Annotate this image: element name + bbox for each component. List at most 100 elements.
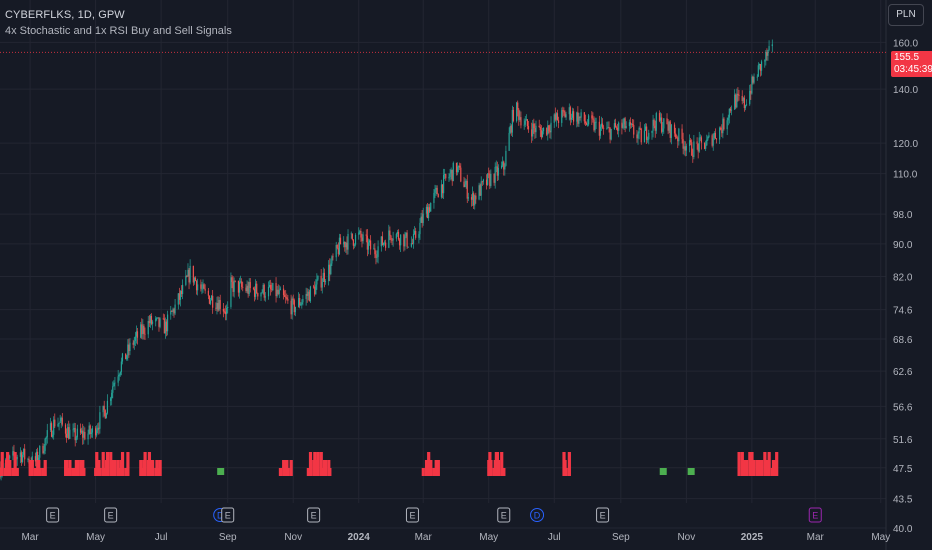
candle-body [625, 126, 627, 129]
sell-signal-marker [767, 460, 771, 468]
candle-body [252, 288, 255, 289]
sell-signal-marker [316, 468, 320, 476]
candle-body [57, 423, 59, 427]
candle-body [516, 102, 518, 121]
earnings-marker[interactable]: E [46, 507, 60, 523]
sell-signal-marker [750, 452, 754, 460]
candle-body [520, 117, 522, 126]
candle-body [237, 280, 240, 293]
candle-body [75, 437, 77, 441]
candle-body [369, 240, 372, 250]
candle-body [151, 321, 154, 324]
candle-body [712, 138, 714, 146]
earnings-marker[interactable]: E [307, 507, 321, 523]
candle-body [155, 318, 157, 322]
candle-body [639, 127, 641, 129]
candle-body [241, 281, 243, 287]
candle-body [564, 112, 566, 118]
candle-body [39, 445, 41, 458]
price-axis-label: 51.6 [893, 435, 913, 446]
candle-body [207, 290, 209, 296]
time-axis-label: May [86, 532, 105, 543]
candle-body [511, 109, 513, 133]
candle-body [257, 292, 259, 297]
candle-body [94, 428, 97, 436]
candle-body [485, 179, 488, 185]
candle-body [547, 125, 549, 135]
sell-signal-marker [68, 468, 72, 476]
candle-body [535, 125, 537, 133]
candle-body [615, 127, 618, 129]
candle-body [112, 386, 114, 393]
event-marker-label: E [600, 511, 606, 521]
candle-body [396, 231, 399, 234]
candle-body [632, 123, 634, 126]
earnings-marker[interactable]: E [808, 507, 822, 523]
candle-body [261, 292, 263, 294]
sell-signal-marker [43, 468, 47, 476]
candle-body [443, 175, 445, 194]
candle-body [648, 132, 650, 140]
sell-signal-marker [75, 460, 80, 468]
dividend-marker[interactable]: D [530, 508, 545, 522]
candle-body [329, 264, 331, 275]
sell-signal-marker [767, 468, 771, 476]
candle-body [216, 303, 218, 309]
sell-signal-marker [489, 468, 493, 476]
sell-signal-marker [109, 452, 113, 460]
candle-body [425, 206, 428, 214]
candle-body [557, 120, 560, 123]
candle-body [69, 429, 71, 439]
candle-body [54, 419, 56, 427]
earnings-marker[interactable]: E [596, 507, 610, 523]
candle-body [422, 213, 424, 223]
candle-body [766, 52, 768, 56]
candle-body [309, 286, 312, 302]
earnings-marker[interactable]: E [497, 507, 511, 523]
candle-body [132, 342, 134, 345]
candle-body [178, 293, 180, 300]
currency-button[interactable]: PLN [888, 4, 924, 26]
earnings-marker[interactable]: E [104, 507, 118, 523]
candle-body [322, 272, 324, 282]
candle-body [478, 185, 480, 200]
sell-signal-marker [429, 468, 433, 476]
sell-signal-marker [8, 460, 12, 468]
candle-body [366, 235, 368, 250]
event-marker-label: E [108, 511, 114, 521]
sell-signal-marker [30, 468, 34, 476]
candle-body [662, 128, 664, 132]
earnings-marker[interactable]: E [405, 507, 419, 523]
candle-body [249, 282, 251, 289]
candle-body [404, 236, 406, 247]
sell-signal-marker [745, 468, 749, 476]
candle-body [449, 173, 451, 177]
candle-body [673, 124, 676, 134]
candle-body [669, 121, 671, 138]
candle-body [406, 232, 408, 247]
price-axis-label: 140.0 [893, 85, 918, 96]
candle-body [523, 124, 525, 126]
earnings-marker[interactable]: E [221, 507, 235, 523]
candle-body [174, 304, 176, 314]
sell-signal-marker [737, 468, 741, 476]
candle-body [42, 445, 44, 454]
candle-body [735, 94, 737, 108]
candle-body [759, 64, 762, 71]
candle-body [690, 140, 692, 143]
candle-body [117, 376, 119, 383]
candle-body [120, 361, 122, 372]
time-axis-label: May [479, 532, 498, 543]
sell-signal-marker [323, 460, 328, 468]
candle-body [347, 233, 349, 250]
candle-body [414, 230, 416, 234]
earnings-marker-badge [596, 507, 610, 523]
event-marker-label: D [534, 511, 541, 521]
event-marker-label: D [217, 511, 224, 521]
candle-body [350, 233, 352, 235]
candle-body [246, 285, 248, 292]
candle-body [618, 122, 620, 131]
candle-body [127, 344, 129, 356]
